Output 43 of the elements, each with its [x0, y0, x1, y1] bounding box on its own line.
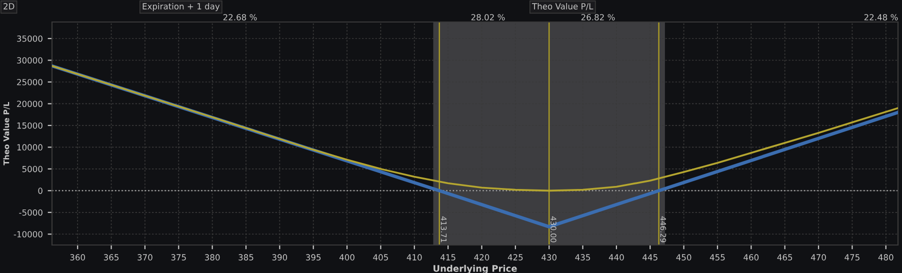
- x-tick-label: 455: [710, 254, 725, 260]
- text: Theo Value P/L: [532, 3, 594, 10]
- x-tick-label: 395: [306, 254, 321, 260]
- x-tick-label: 465: [777, 254, 792, 260]
- y-tick-label: 25000: [17, 78, 42, 86]
- line-series: [52, 65, 898, 192]
- y-tick-label: 20000: [17, 100, 42, 108]
- text: Expiration + 1 day: [142, 3, 220, 12]
- x-tick-label: 415: [440, 254, 456, 260]
- text: 22.68 %: [223, 14, 257, 20]
- y-tick-label: 15000: [17, 122, 42, 129]
- y-tick-label: 35000: [17, 36, 42, 42]
- y-tick-label: 30000: [17, 57, 42, 64]
- x-tick-label: 425: [508, 254, 523, 260]
- text: 26.82 %: [581, 14, 615, 20]
- x-tick-label: 480: [878, 254, 894, 260]
- y-tick-label: -10000: [14, 231, 42, 238]
- x-tick-label: 370: [138, 254, 152, 260]
- x-tick-label: 445: [642, 254, 658, 260]
- y-tick-label: 0: [38, 188, 42, 194]
- x-tick-label: 435: [575, 254, 590, 260]
- x-tick-label: 365: [104, 254, 118, 260]
- x-tick-label: 475: [844, 254, 860, 260]
- x-tick-label: 440: [608, 254, 624, 260]
- y-tick-label: -5000: [19, 209, 42, 216]
- x-tick-label: 380: [204, 254, 220, 260]
- x-tick-label: 430: [542, 254, 556, 260]
- x-tick-label: 390: [272, 254, 288, 260]
- x-tick-label: 450: [676, 254, 692, 260]
- x-tick-label: 360: [70, 254, 85, 260]
- y-tick-label: 10000: [17, 144, 42, 150]
- x-tick-label: 385: [238, 254, 254, 260]
- x-tick-label: 375: [171, 254, 186, 260]
- x-tick-label: 460: [744, 254, 759, 260]
- text: 28.02 %: [471, 14, 505, 20]
- x-tick-label: 410: [406, 254, 422, 260]
- y-tick-label: 5000: [22, 166, 42, 172]
- text: 22.48 %: [864, 14, 898, 20]
- x-tick-label: 420: [474, 254, 490, 260]
- x-tick-label: 400: [339, 254, 354, 260]
- x-tick-label: 405: [373, 254, 388, 260]
- x-tick-label: 470: [810, 254, 826, 260]
- text: 2D: [4, 3, 14, 10]
